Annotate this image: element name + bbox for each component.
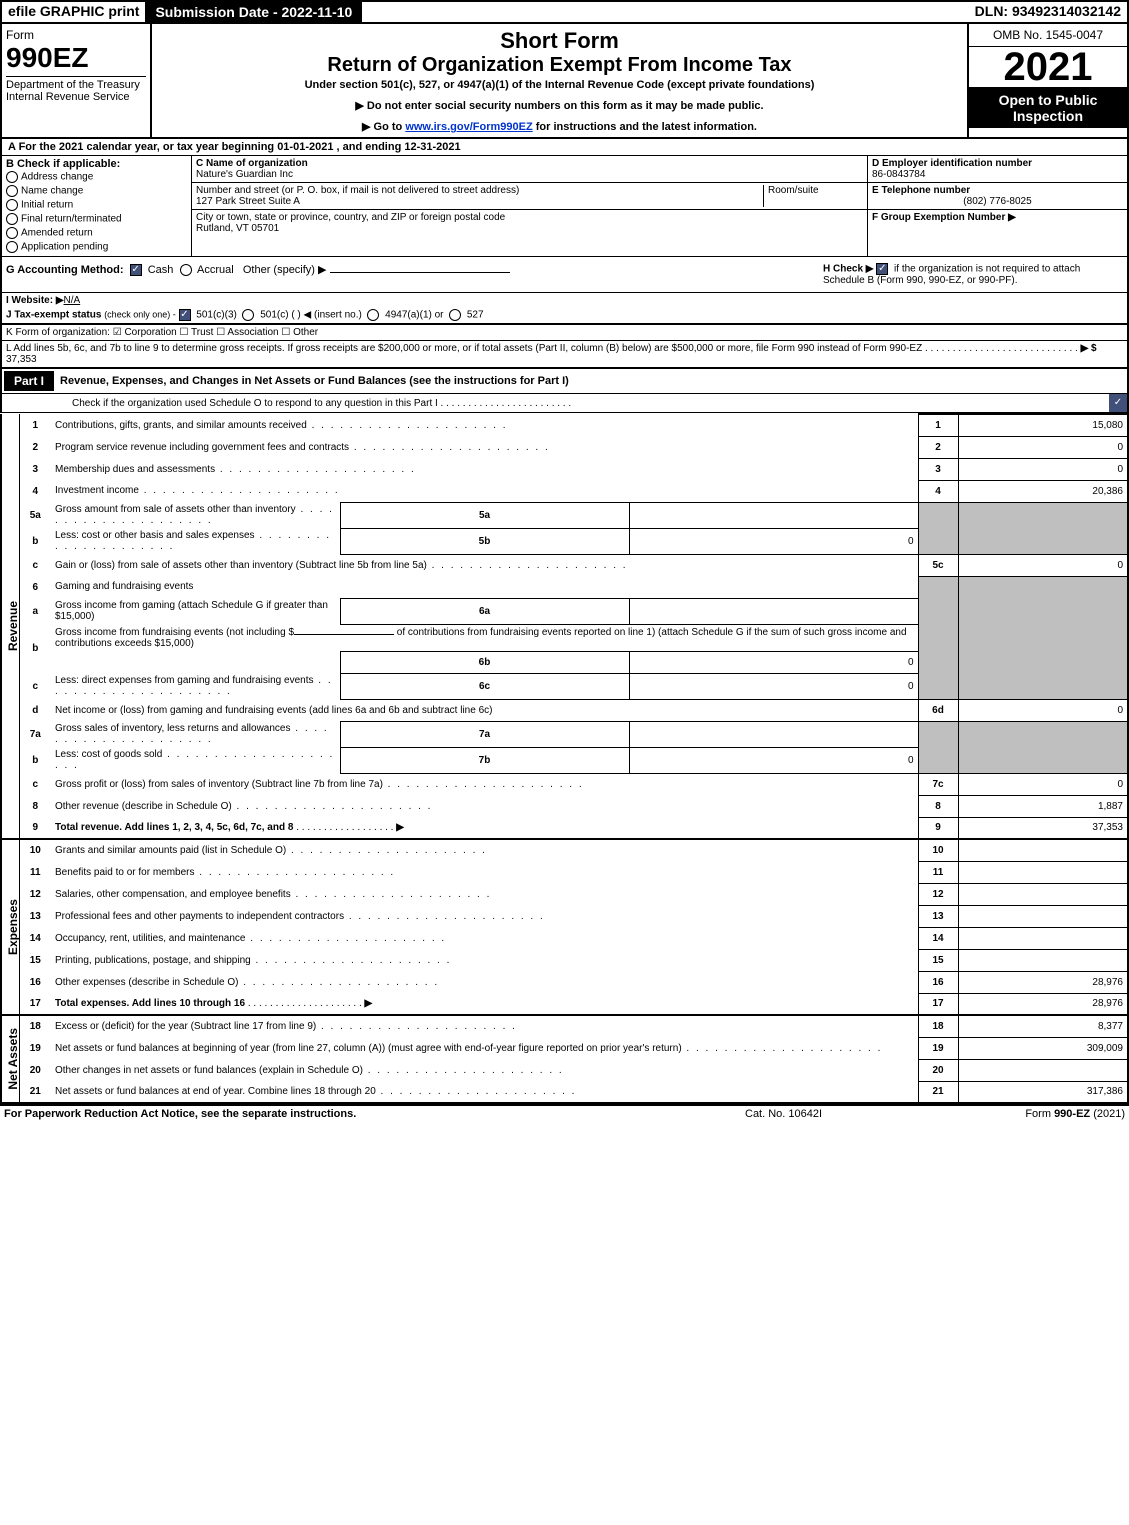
form-word: Form [6,28,146,42]
row-k: K Form of organization: ☑ Corporation ☐ … [0,325,1129,341]
department: Department of the Treasury Internal Reve… [6,76,146,103]
row-l: L Add lines 5b, 6c, and 7b to line 9 to … [0,341,1129,369]
gross-receipts: 37,353 [6,354,37,365]
open-to-public: Open to Public Inspection [969,87,1127,128]
ein: 86-0843784 [872,169,925,180]
footer: For Paperwork Reduction Act Notice, see … [0,1104,1129,1122]
cb-schedule-b[interactable]: ✓ [876,263,888,275]
line-1-val: 15,080 [958,414,1128,436]
cb-501c[interactable] [242,309,254,321]
line-1-desc: Contributions, gifts, grants, and simila… [51,414,918,436]
omb-number: OMB No. 1545-0047 [969,24,1127,47]
cb-name-change[interactable]: Name change [6,184,187,198]
org-name: Nature's Guardian Inc [196,169,293,180]
telephone: (802) 776-8025 [872,196,1123,207]
revenue-label: Revenue [6,601,20,651]
form-number: 990EZ [6,42,146,74]
instructions-line: ▶ Go to www.irs.gov/Form990EZ for instru… [156,120,963,133]
return-title: Return of Organization Exempt From Incom… [156,54,963,77]
website: N/A [64,295,81,306]
section-b-c-d: B Check if applicable: Address change Na… [0,156,1129,256]
cb-cash[interactable]: ✓ [130,264,142,276]
form-header: Form 990EZ Department of the Treasury In… [0,24,1129,137]
cb-initial-return[interactable]: Initial return [6,198,187,212]
part-1-schedule-o: Check if the organization used Schedule … [0,394,1129,413]
efile-label[interactable]: efile GRAPHIC print [2,2,147,22]
irs-link[interactable]: www.irs.gov/Form990EZ [405,121,532,133]
cb-527[interactable] [449,309,461,321]
cb-amended-return[interactable]: Amended return [6,226,187,240]
cb-501c3[interactable]: ✓ [179,309,191,321]
row-i-j: I Website: ▶N/A J Tax-exempt status (che… [0,292,1129,325]
row-a-taxyear: A For the 2021 calendar year, or tax yea… [0,137,1129,156]
net-assets-label: Net Assets [6,1028,20,1090]
part-1-table: Revenue 1Contributions, gifts, grants, a… [0,413,1129,1104]
top-bar: efile GRAPHIC print Submission Date - 20… [0,0,1129,24]
cb-4947[interactable] [367,309,379,321]
expenses-label: Expenses [6,899,20,955]
schedule-o-check-icon: ✓ [1109,394,1127,412]
org-street: 127 Park Street Suite A [196,196,300,207]
section-note: Under section 501(c), 527, or 4947(a)(1)… [156,79,963,91]
column-c: C Name of organizationNature's Guardian … [192,156,867,256]
short-form-title: Short Form [156,28,963,54]
cb-application-pending[interactable]: Application pending [6,240,187,254]
ssn-warning: ▶ Do not enter social security numbers o… [156,99,963,112]
row-g-h: G Accounting Method: ✓ Cash Accrual Othe… [0,256,1129,292]
submission-date: Submission Date - 2022-11-10 [147,2,362,22]
column-d-e-f: D Employer identification number86-08437… [867,156,1127,256]
cb-accrual[interactable] [180,264,192,276]
cb-final-return[interactable]: Final return/terminated [6,212,187,226]
column-b: B Check if applicable: Address change Na… [2,156,192,256]
dln: DLN: 93492314032142 [969,2,1127,22]
part-1-header: Part I Revenue, Expenses, and Changes in… [0,369,1129,394]
org-city: Rutland, VT 05701 [196,223,279,234]
cb-address-change[interactable]: Address change [6,170,187,184]
tax-year: 2021 [969,47,1127,87]
